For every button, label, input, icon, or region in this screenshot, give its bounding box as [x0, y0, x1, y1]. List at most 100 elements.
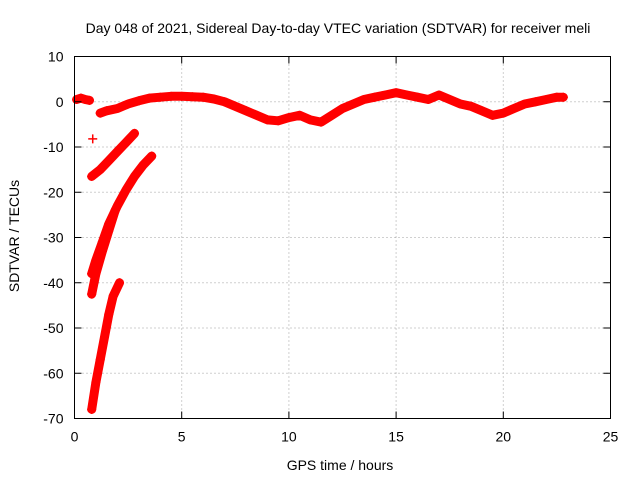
data-point	[108, 291, 118, 301]
data-point	[477, 106, 487, 116]
data-point	[123, 99, 133, 109]
data-point	[95, 355, 105, 365]
data-point	[220, 97, 230, 107]
data-point	[327, 110, 337, 120]
data-point	[76, 93, 86, 103]
data-point	[391, 88, 401, 98]
data-series	[72, 93, 95, 105]
data-point	[198, 92, 208, 102]
data-point	[241, 106, 251, 116]
data-point	[85, 95, 95, 105]
x-axis-label: GPS time / hours	[287, 457, 394, 473]
data-point	[509, 104, 519, 114]
data-point	[402, 90, 412, 100]
data-point	[305, 115, 315, 125]
data-point	[87, 171, 97, 181]
data-point	[423, 94, 433, 104]
data-series	[87, 205, 120, 299]
data-point	[88, 134, 98, 144]
data-point	[295, 110, 305, 120]
y-tick-label: -50	[43, 320, 63, 336]
y-tick-label: -20	[43, 184, 63, 200]
data-point	[112, 104, 122, 114]
y-tick-label: 0	[56, 94, 64, 110]
data-point	[72, 94, 82, 104]
data-point	[455, 99, 465, 109]
data-point	[541, 94, 551, 104]
y-tick-label: -30	[43, 230, 63, 246]
y-tick-label: -10	[43, 139, 63, 155]
data-point	[466, 101, 476, 111]
data-point	[104, 156, 114, 166]
data-point	[530, 97, 540, 107]
y-tick-label: -70	[43, 411, 63, 427]
data-point	[252, 110, 262, 120]
data-point	[87, 404, 97, 414]
data-layer	[72, 88, 568, 414]
data-point	[102, 106, 112, 116]
data-point	[104, 226, 114, 236]
data-point	[370, 92, 380, 102]
data-point	[209, 94, 219, 104]
data-point	[230, 101, 240, 111]
data-point	[100, 332, 110, 342]
data-point	[187, 92, 197, 102]
data-point	[284, 113, 294, 123]
data-point	[130, 128, 140, 138]
data-series	[95, 88, 568, 127]
y-axis-label: SDTVAR / TECUs	[6, 180, 22, 292]
data-point	[115, 278, 125, 288]
data-point	[104, 309, 114, 319]
data-series	[88, 134, 98, 144]
data-point	[110, 205, 120, 215]
data-point	[121, 185, 131, 195]
data-point	[166, 91, 176, 101]
data-point	[121, 137, 131, 147]
data-point	[97, 246, 107, 256]
data-point	[134, 96, 144, 106]
data-point	[380, 90, 390, 100]
x-tick-label: 5	[178, 429, 186, 445]
axis-ticks: 0 5 10 15 20 25 -70 -60 -50 -40 -30 -20 -10 0 10	[43, 49, 618, 445]
data-point	[80, 94, 90, 104]
x-tick-label: 0	[71, 429, 79, 445]
data-point	[445, 94, 455, 104]
data-point	[520, 99, 530, 109]
data-point	[359, 94, 369, 104]
data-point	[87, 289, 97, 299]
data-point	[338, 104, 347, 114]
data-point	[498, 108, 508, 118]
data-point	[434, 90, 444, 100]
data-point	[413, 92, 423, 102]
y-tick-label: 10	[48, 49, 64, 65]
data-point	[316, 117, 326, 127]
data-point	[95, 165, 105, 175]
data-point	[155, 92, 165, 102]
x-tick-label: 10	[281, 429, 297, 445]
data-point	[91, 269, 101, 279]
data-point	[147, 151, 157, 161]
data-band	[87, 278, 124, 414]
x-tick-label: 25	[603, 429, 619, 445]
y-tick-label: -60	[43, 365, 63, 381]
data-point	[348, 99, 358, 109]
data-point	[112, 147, 122, 157]
data-point	[138, 160, 148, 170]
x-tick-label: 15	[388, 429, 404, 445]
data-point	[488, 110, 498, 120]
data-point	[91, 377, 101, 387]
y-tick-label: -40	[43, 275, 63, 291]
data-band	[87, 128, 139, 181]
chart-title: Day 048 of 2021, Sidereal Day-to-day VTE…	[86, 20, 591, 36]
data-point	[130, 171, 140, 181]
x-tick-label: 20	[496, 429, 512, 445]
data-point	[558, 92, 568, 102]
data-point	[177, 91, 187, 101]
data-series	[87, 278, 125, 414]
data-point	[273, 116, 283, 126]
data-series	[87, 128, 140, 181]
data-point	[262, 115, 272, 125]
data-point	[145, 93, 155, 103]
data-point	[95, 108, 105, 118]
